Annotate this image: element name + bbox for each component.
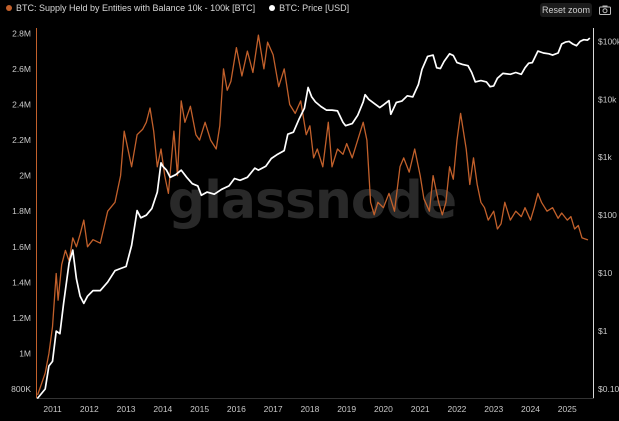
- camera-icon[interactable]: [598, 3, 612, 17]
- x-tick-label: 2017: [264, 404, 283, 414]
- x-tick-label: 2011: [43, 404, 62, 414]
- x-tick-label: 2019: [337, 404, 356, 414]
- x-tick-label: 2014: [153, 404, 172, 414]
- left-tick-label: 2.8M: [12, 28, 31, 38]
- right-tick-label: $0.10: [598, 384, 619, 394]
- reset-zoom-button[interactable]: Reset zoom: [540, 3, 592, 17]
- left-axis: 800K 1M 1.2M 1.4M 1.6M 1.8M 2M 2.2M 2.4M 2.6M 2.8M: [11, 28, 31, 394]
- x-tick-label: 2021: [411, 404, 430, 414]
- price-series-dot-icon: [269, 5, 276, 11]
- legend-label-price: BTC: Price [USD]: [279, 3, 350, 13]
- x-tick-label: 2015: [190, 404, 209, 414]
- left-tick-label: 1.4M: [12, 277, 31, 287]
- legend-item-price[interactable]: BTC: Price [USD]: [269, 3, 349, 13]
- left-tick-label: 2M: [19, 171, 31, 181]
- supply-series-dot-icon: [6, 5, 12, 11]
- right-tick-label: $100: [598, 210, 617, 220]
- right-tick-label: $100k: [598, 36, 619, 46]
- right-axis: $0.10 $1 $10 $100 $1k $10k $100k: [598, 36, 619, 394]
- legend-label-supply: BTC: Supply Held by Entities with Balanc…: [16, 3, 256, 13]
- right-tick-label: $10: [598, 268, 612, 278]
- x-tick-label: 2013: [117, 404, 136, 414]
- x-tick-label: 2012: [80, 404, 99, 414]
- right-tick-label: $1k: [598, 152, 612, 162]
- price-series-line[interactable]: [36, 37, 591, 399]
- left-tick-label: 1.6M: [12, 242, 31, 252]
- legend-item-supply[interactable]: BTC: Supply Held by Entities with Balanc…: [6, 3, 255, 13]
- left-tick-label: 1.8M: [12, 206, 31, 216]
- left-tick-label: 2.6M: [12, 64, 31, 74]
- x-tick-label: 2024: [521, 404, 540, 414]
- left-tick-label: 800K: [11, 384, 31, 394]
- x-tick-label: 2016: [227, 404, 246, 414]
- x-axis: 2011 2012 2013 2014 2015 2016 2017 2018 2019 2020…: [43, 404, 577, 414]
- chart-legend: BTC: Supply Held by Entities with Balanc…: [6, 3, 349, 13]
- left-tick-label: 2.4M: [12, 99, 31, 109]
- x-tick-label: 2025: [558, 404, 577, 414]
- supply-series-line[interactable]: [37, 34, 589, 396]
- x-tick-label: 2020: [374, 404, 393, 414]
- x-tick-label: 2022: [448, 404, 467, 414]
- left-tick-label: 2.2M: [12, 135, 31, 145]
- left-tick-label: 1.2M: [12, 313, 31, 323]
- x-tick-label: 2018: [300, 404, 319, 414]
- series-layer: [36, 34, 591, 399]
- x-tick-label: 2023: [484, 404, 503, 414]
- watermark-glassnode: glassnode: [168, 171, 456, 231]
- right-tick-label: $1: [598, 326, 608, 336]
- right-tick-label: $10k: [598, 94, 617, 104]
- left-tick-label: 1M: [19, 349, 31, 359]
